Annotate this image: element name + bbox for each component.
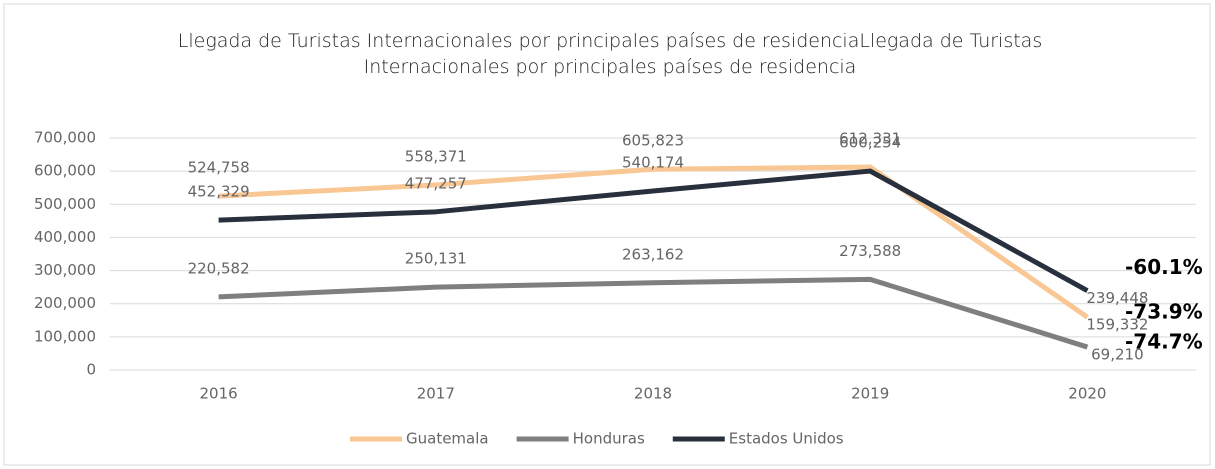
y-tick-label: 200,000: [34, 294, 96, 312]
change-annotation: -74.7%: [1125, 330, 1203, 354]
y-tick-label: 500,000: [34, 195, 96, 213]
y-tick-label: 300,000: [34, 261, 96, 279]
series-line: [218, 164, 1089, 320]
data-label: 273,588: [839, 242, 901, 260]
data-label: 239,448: [1086, 289, 1148, 307]
data-label: 220,582: [188, 259, 250, 277]
series-line: [218, 168, 1089, 293]
data-label: 600,254: [839, 134, 901, 152]
y-tick-label: 600,000: [34, 162, 96, 180]
x-tick-label: 2016: [200, 385, 238, 403]
data-label: 263,162: [622, 245, 684, 263]
data-label: 477,257: [405, 174, 467, 192]
data-label: 612,331: [839, 130, 901, 148]
legend-label: Honduras: [573, 430, 645, 448]
legend-label: Estados Unidos: [729, 430, 844, 448]
change-annotation: -73.9%: [1125, 300, 1203, 324]
y-tick-label: 400,000: [34, 228, 96, 246]
x-tick-label: 2019: [851, 385, 889, 403]
x-tick-label: 2017: [417, 385, 455, 403]
data-label: 69,210: [1091, 346, 1144, 364]
data-label: 159,332: [1086, 316, 1148, 334]
data-label: 605,823: [622, 132, 684, 150]
change-annotation: -60.1%: [1125, 255, 1203, 279]
y-tick-label: 0: [86, 361, 96, 379]
series-line: [218, 276, 1089, 350]
data-label: 524,758: [188, 159, 250, 177]
legend-label: Guatemala: [406, 430, 489, 448]
y-tick-label: 700,000: [34, 129, 96, 147]
data-label: 558,371: [405, 147, 467, 165]
x-tick-label: 2018: [634, 385, 672, 403]
data-label: 540,174: [622, 153, 684, 171]
y-tick-label: 100,000: [34, 327, 96, 345]
data-label: 452,329: [188, 183, 250, 201]
x-tick-label: 2020: [1068, 385, 1106, 403]
chart-title: Llegada de Turistas Internacionales por …: [177, 30, 1043, 78]
chart-border: [3, 3, 1211, 466]
data-label: 250,131: [405, 250, 467, 268]
